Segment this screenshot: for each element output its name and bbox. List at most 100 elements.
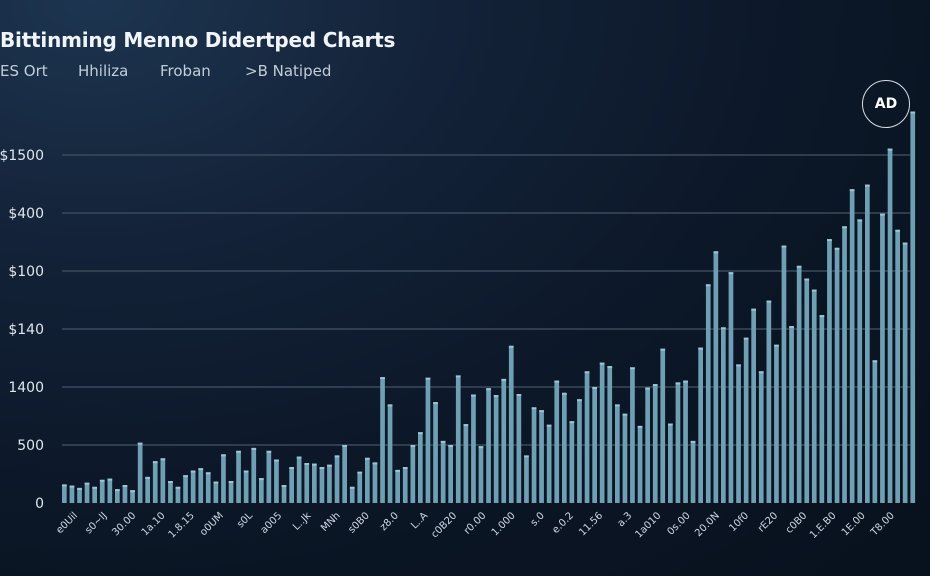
bar [668,423,673,503]
bar-cap [524,455,529,458]
bar-cap [410,445,416,447]
bar [774,344,779,503]
bar [296,456,302,503]
bar [69,485,75,503]
bar [486,388,491,503]
bar-cap [319,467,325,469]
bar-cap [842,226,847,229]
bar-cap [508,345,514,348]
bar [236,450,241,503]
bar-cap [811,289,817,292]
bar [243,470,249,503]
x-tick-label: s0~lJ [83,510,109,536]
bar-cap [478,446,484,449]
bar [221,454,226,503]
tab-froban[interactable]: Froban [160,62,211,80]
x-tick-label: rE20 [756,510,780,534]
bar [501,378,507,503]
bar [887,148,893,503]
bar-cap [274,459,279,462]
bar-cap [637,425,643,428]
tab-natiped[interactable]: >B Natiped [245,62,332,80]
bar-cap [107,478,113,481]
bar [562,392,567,503]
bar [342,445,347,503]
bar-cap [569,421,575,424]
bar [137,442,143,503]
bar-cap [736,364,741,367]
bar [213,481,219,503]
bar-cap [92,486,97,489]
bar [115,489,120,503]
bar-cap [251,447,257,450]
bar [448,445,453,503]
bar-cap [137,442,143,445]
bar [478,446,484,503]
bar [160,458,166,503]
bar [259,478,264,503]
tab-hhiliza[interactable]: Hhiliza [78,62,129,80]
x-tick-label: c0B20 [429,510,459,540]
bar [713,251,719,503]
bar [630,367,635,503]
bar-cap [334,455,340,458]
bar [592,387,597,503]
avatar-badge[interactable]: AD [862,80,910,128]
bar-cap [652,384,658,387]
bar [130,490,135,503]
bar-cap [304,463,310,465]
bar-cap [448,445,453,447]
bar [372,462,378,503]
bar [698,347,703,503]
bar [334,455,340,503]
bar-cap [387,404,393,407]
bar-cap [895,229,900,232]
bar-cap [463,424,469,427]
bar-cap [77,487,82,490]
bar-cap [789,326,794,329]
x-tick-label: s.0 [529,510,547,528]
bar-cap [152,461,158,464]
bar [546,424,552,503]
bar-cap [342,445,347,447]
tab-sort[interactable]: ES Ort [0,62,48,80]
bar-cap [592,387,597,389]
bar [781,245,787,503]
bar [902,242,908,503]
tab-bar: ES Ort Hhiliza Froban >B Natiped [0,62,331,80]
bar-cap [774,344,779,347]
bar [418,432,423,503]
bar [842,226,847,504]
bar-cap [827,239,832,242]
bar [365,457,370,503]
bar [395,469,400,503]
bar-cap [175,486,181,489]
bar-cap [546,424,552,427]
bar-cap [562,392,567,395]
bar [577,399,582,503]
bar [145,476,150,503]
bar [107,478,113,503]
bar [251,447,257,503]
bar [652,384,658,503]
bar-cap [168,481,173,483]
bar [872,360,878,503]
bar [327,464,332,503]
bar-cap [395,469,400,472]
bar [440,440,446,503]
bar-cap [198,468,204,471]
x-tick-label: L..Jk [291,510,314,533]
x-tick-label: 1a.10 [140,510,168,538]
bar-cap [327,464,332,467]
bar [675,382,681,503]
bar [463,424,469,503]
x-tick-label: 20.0N [693,510,722,539]
bar-cap [243,470,249,473]
bar [205,472,211,503]
bar [637,425,643,503]
bar-cap [296,456,302,459]
bar-cap [259,478,264,481]
bar [380,377,385,503]
y-tick-label: $100 [8,264,44,280]
